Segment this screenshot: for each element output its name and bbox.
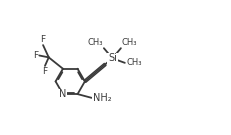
- Text: NH₂: NH₂: [92, 93, 111, 103]
- Text: N: N: [59, 89, 66, 99]
- Text: F: F: [40, 35, 46, 44]
- Text: CH₃: CH₃: [126, 58, 142, 67]
- Text: Si: Si: [107, 53, 116, 63]
- Text: F: F: [42, 67, 47, 76]
- Text: CH₃: CH₃: [121, 38, 137, 47]
- Text: CH₃: CH₃: [87, 38, 103, 47]
- Text: F: F: [33, 51, 38, 60]
